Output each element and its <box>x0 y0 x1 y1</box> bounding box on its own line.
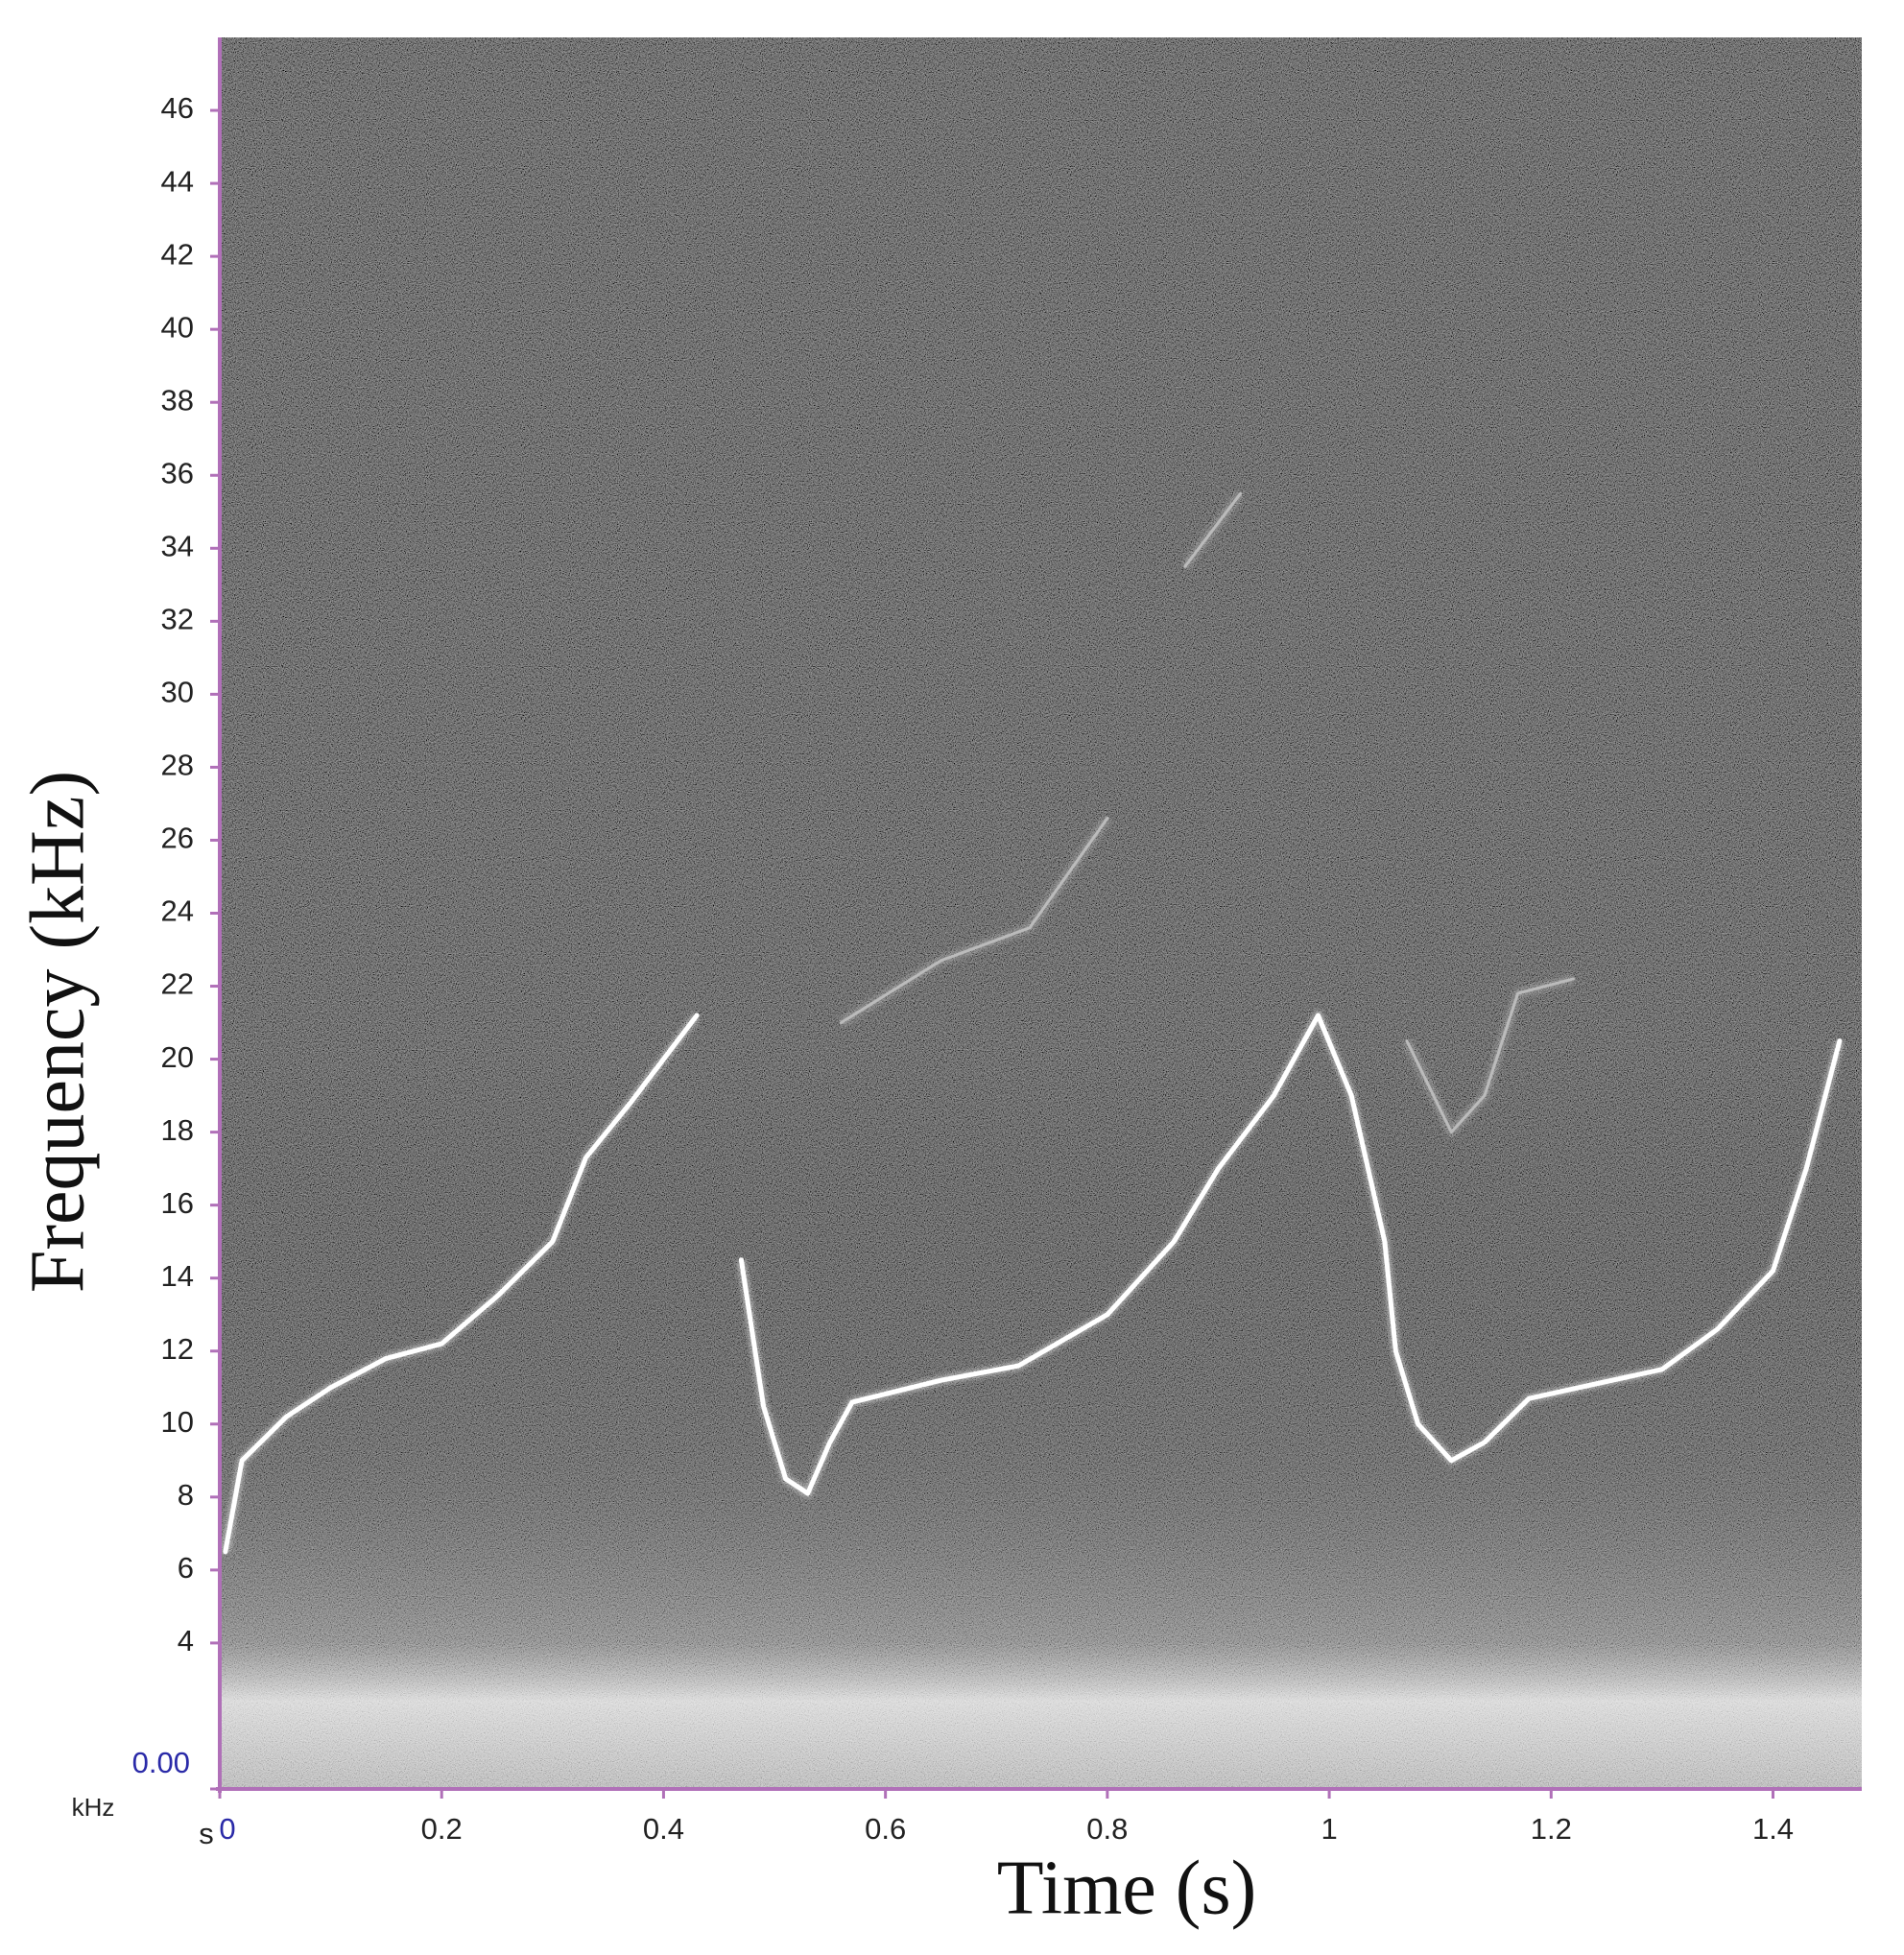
low-frequency-band <box>220 1056 1862 1789</box>
x-tick-label: 1 <box>1321 1812 1337 1846</box>
y-tick-label: 22 <box>161 967 194 1001</box>
y-tick-label: 44 <box>161 164 194 198</box>
x-tick-label: 0.8 <box>1086 1812 1128 1846</box>
x-tick-label: 0 <box>219 1812 235 1846</box>
y-tick-label: 36 <box>161 456 194 489</box>
y-unit-label: kHz <box>72 1793 115 1822</box>
y-tick-label: 10 <box>161 1405 194 1439</box>
y-tick-label: 18 <box>161 1113 194 1147</box>
y-tick-label: 24 <box>161 894 194 928</box>
x-tick-label: 0.4 <box>643 1812 684 1846</box>
x-axis-title: Time (s) <box>997 1846 1256 1930</box>
y-tick-label: 28 <box>161 749 194 782</box>
contour <box>839 491 1575 1134</box>
y-tick-label: 42 <box>161 237 194 271</box>
y-tick-label: 8 <box>178 1478 194 1512</box>
x-tick-label: 1.2 <box>1531 1812 1572 1846</box>
y-tick-label: 0.00 <box>132 1746 190 1779</box>
x-tick-label: 1.4 <box>1752 1812 1794 1846</box>
y-tick-label: 12 <box>161 1332 194 1366</box>
y-tick-label: 6 <box>178 1551 194 1585</box>
x-tick-label: 0.2 <box>421 1812 463 1846</box>
y-tick-label: 20 <box>161 1040 194 1074</box>
y-axis-title: Frequency (kHz) <box>15 771 100 1293</box>
y-tick-label: 30 <box>161 676 194 709</box>
y-tick-label: 46 <box>161 91 194 125</box>
y-tick-label: 14 <box>161 1259 194 1293</box>
y-tick-label: 34 <box>161 529 194 562</box>
y-tick-label: 4 <box>178 1624 194 1657</box>
contour <box>223 1013 1843 1555</box>
y-tick-label: 40 <box>161 310 194 344</box>
y-tick-label: 16 <box>161 1186 194 1220</box>
y-tick-label: 32 <box>161 603 194 636</box>
y-tick-label: 38 <box>161 383 194 417</box>
x-unit-label: s <box>199 1817 214 1850</box>
plot-area <box>220 37 1862 1789</box>
y-tick-label: 26 <box>161 822 194 855</box>
x-tick-label: 0.6 <box>865 1812 906 1846</box>
